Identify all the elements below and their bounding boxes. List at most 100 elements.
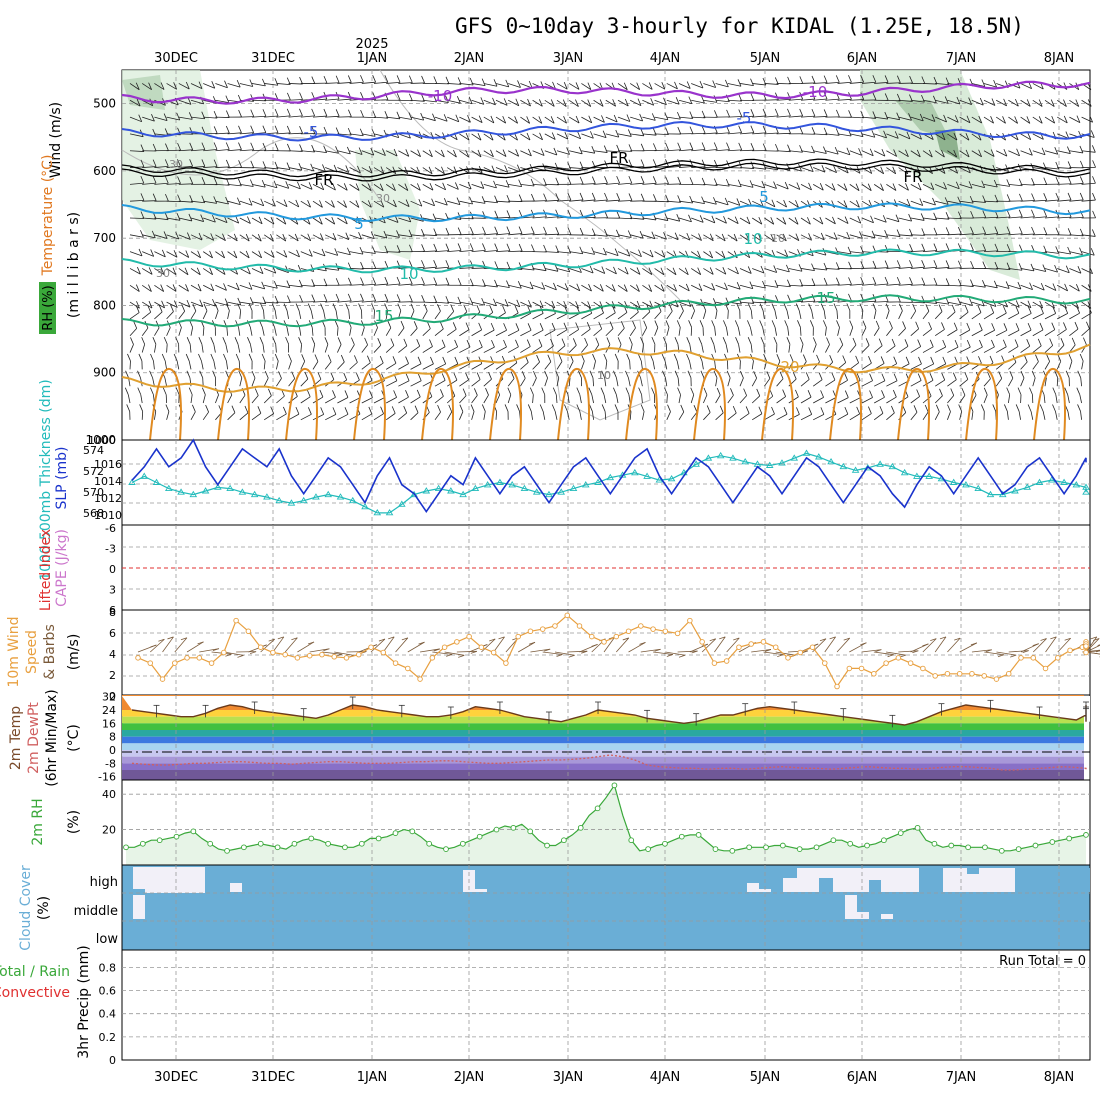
upper-wind-barb	[215, 149, 230, 152]
contour-label: -10	[803, 83, 828, 101]
upper-wind-barb-flag	[604, 192, 608, 201]
upper-wind-barb	[861, 150, 874, 157]
upper-wind-barb-flag	[531, 244, 535, 252]
upper-wind-barb-flag	[337, 337, 342, 345]
upper-wind-barb-flag	[1079, 353, 1084, 362]
upper-wind-barb-flag	[323, 126, 328, 135]
upper-wind-barb-flag	[405, 199, 410, 207]
thickness-marker	[128, 478, 136, 485]
upper-wind-barb	[276, 183, 289, 189]
upper-wind-barb	[508, 250, 523, 253]
upper-wind-barb	[178, 234, 191, 240]
upper-wind-barb-flag	[155, 320, 160, 328]
upper-wind-barb-flag	[980, 404, 985, 412]
upper-wind-barb	[1044, 116, 1055, 124]
upper-wind-barb	[349, 327, 352, 336]
upper-wind-barb-flag	[554, 264, 559, 272]
upper-wind-barb-flag	[649, 300, 654, 308]
upper-wind-barb-flag	[225, 125, 230, 134]
upper-wind-barb	[861, 133, 875, 138]
upper-wind-barb	[800, 98, 815, 101]
upper-wind-barb-flag	[552, 81, 556, 90]
upper-wind-barb	[691, 183, 706, 186]
upper-wind-barb-flag	[530, 226, 535, 234]
wind10m-marker	[503, 660, 509, 666]
precip-grid	[122, 950, 1090, 1060]
upper-wind-barb-flag	[953, 149, 958, 158]
upper-wind-barb-flag	[209, 267, 213, 275]
upper-wind-barb-flag	[953, 322, 958, 330]
upper-wind-barb	[434, 380, 446, 387]
wind10m-marker	[846, 665, 853, 672]
upper-wind-barb-flag	[714, 110, 718, 118]
upper-wind-barb	[1008, 378, 1014, 387]
upper-wind-barb-flag	[970, 226, 974, 234]
upper-wind-barb-flag	[931, 114, 936, 122]
upper-wind-barb	[800, 217, 811, 225]
upper-wind-barb	[703, 284, 715, 291]
upper-wind-barb-flag	[225, 159, 230, 168]
wind10m-marker	[822, 660, 828, 666]
upper-wind-barb-flag	[756, 388, 761, 397]
upper-wind-barb-flag	[1051, 322, 1056, 330]
upper-wind-barb	[947, 217, 962, 220]
upper-wind-barb-flag	[869, 148, 874, 156]
upper-wind-barb-flag	[808, 303, 813, 311]
upper-wind-barb-flag	[323, 75, 328, 84]
upper-wind-barb-flag	[993, 280, 998, 288]
wind10m-barb	[1085, 644, 1100, 653]
upper-wind-barb	[276, 268, 289, 274]
upper-wind-barb	[800, 184, 812, 191]
upper-wind-barb-flag	[140, 175, 145, 184]
upper-wind-barb-flag	[467, 115, 471, 123]
upper-wind-barb	[910, 184, 922, 191]
upper-wind-barb-flag	[235, 320, 239, 328]
upper-wind-barb	[422, 284, 437, 286]
wind10m-barb	[284, 637, 298, 653]
wind10m-marker	[441, 644, 448, 650]
upper-wind-barb	[593, 360, 596, 370]
upper-wind-barb	[640, 360, 643, 370]
upper-wind-barb	[959, 116, 971, 124]
upper-wind-barb-flag	[516, 404, 520, 412]
contour-label: 5	[759, 188, 769, 206]
upper-wind-barb-flag	[699, 320, 704, 328]
upper-wind-barb	[227, 200, 241, 206]
upper-wind-barb-flag	[261, 353, 266, 362]
upper-wind-barb	[983, 329, 995, 337]
upper-wind-barb	[1032, 167, 1047, 171]
upper-wind-barb-flag	[393, 148, 398, 157]
upper-wind-barb-flag	[747, 303, 752, 311]
upper-wind-barb	[386, 217, 399, 223]
upper-wind-barb-flag	[612, 99, 617, 107]
upper-wind-barb	[569, 199, 584, 202]
upper-wind-barb-flag	[787, 294, 791, 302]
upper-wind-barb	[654, 301, 666, 308]
upper-wind-barb	[922, 150, 933, 158]
upper-wind-barb	[910, 284, 925, 286]
temp2m-series-line	[131, 704, 1087, 726]
rh2m-marker	[190, 828, 197, 835]
upper-wind-barb-flag	[340, 354, 345, 363]
upper-wind-barb-flag	[466, 166, 470, 174]
upper-wind-barb	[837, 217, 849, 224]
upper-wind-barb	[615, 394, 619, 404]
upper-wind-barb-flag	[966, 115, 971, 123]
upper-wind-barb-flag	[623, 284, 628, 292]
upper-wind-barb	[410, 412, 419, 421]
upper-wind-barb-flag	[550, 99, 555, 107]
upper-wind-barb-flag	[550, 116, 555, 124]
upper-wind-barb-flag	[697, 267, 702, 275]
upper-wind-barb-flag	[883, 130, 887, 138]
upper-wind-barb	[1057, 183, 1072, 185]
wind10m-barb	[1032, 638, 1047, 653]
upper-wind-barb	[581, 344, 588, 353]
upper-wind-barb-flag	[177, 194, 181, 202]
upper-wind-barb-flag	[367, 183, 372, 191]
upper-wind-barb-flag	[1031, 209, 1035, 217]
upper-wind-barb-flag	[640, 176, 645, 184]
wind10m-marker	[270, 649, 276, 656]
upper-wind-barb-flag	[262, 142, 267, 151]
contour-label: 30	[169, 158, 183, 171]
